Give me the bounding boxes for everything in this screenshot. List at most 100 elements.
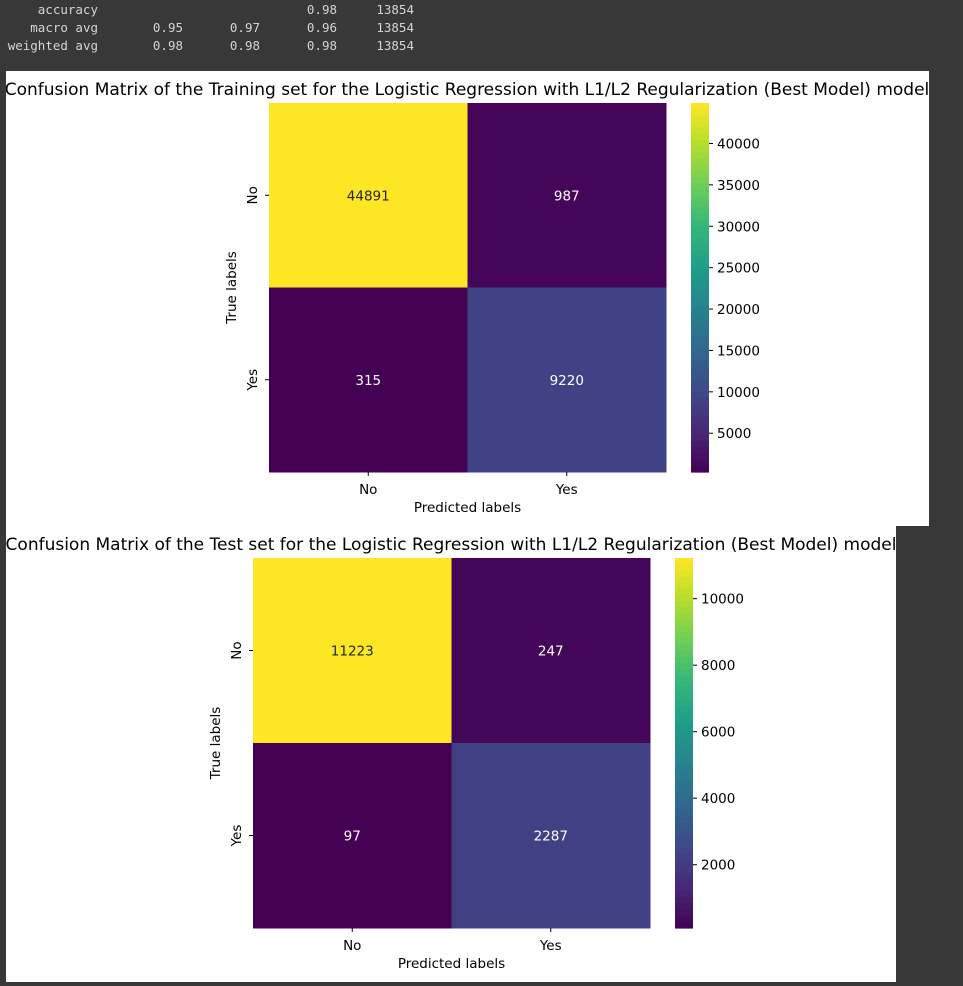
colorbar-segment	[691, 176, 709, 184]
colorbar-segment	[675, 755, 693, 763]
colorbar-segment	[691, 207, 709, 215]
report-support: 13854	[376, 38, 414, 53]
colorbar-segment	[691, 379, 709, 387]
colorbar-tick-label: 10000	[717, 385, 760, 401]
colorbar-segment	[691, 367, 709, 375]
colorbar-segment	[675, 699, 693, 707]
colorbar-segment	[675, 847, 693, 855]
report-precision: 0.95	[152, 20, 183, 35]
colorbar-segment	[675, 780, 693, 787]
heatmap-cell	[467, 287, 667, 473]
colorbar-segment	[675, 860, 693, 867]
colorbar-segment	[691, 195, 709, 202]
colorbar-segment	[675, 718, 693, 726]
report-recall: 0.98	[229, 38, 260, 53]
colorbar-segment	[675, 903, 693, 911]
colorbar-segment	[675, 872, 693, 880]
training-heatmap-chart: Confusion Matrix of the Training set for…	[5, 80, 930, 516]
colorbar-segment	[675, 891, 693, 898]
colorbar-segment	[675, 823, 693, 830]
cell-value-label: 247	[538, 644, 564, 660]
colorbar-segment	[675, 736, 693, 744]
colorbar-tick-label: 25000	[717, 261, 760, 277]
colorbar-segment	[691, 232, 709, 239]
colorbar-segment	[675, 582, 693, 590]
colorbar-segment	[691, 158, 709, 166]
heatmap-cell	[269, 287, 468, 473]
report-f1: 0.98	[306, 38, 337, 53]
colorbar-segment	[691, 287, 709, 295]
colorbar-segment	[675, 743, 693, 750]
colorbar-segment	[691, 465, 709, 473]
colorbar-segment	[691, 152, 709, 159]
colorbar-segment	[675, 681, 693, 689]
colorbar-segment	[691, 127, 709, 135]
colorbar-segment	[691, 398, 709, 405]
colorbar-segment	[675, 767, 693, 775]
x-tick-label: No	[359, 482, 377, 498]
colorbar-segment	[691, 312, 709, 319]
y-tick-label: No	[229, 641, 245, 659]
colorbar-segment	[675, 595, 693, 602]
colorbar-segment	[675, 588, 693, 596]
x-tick-label: No	[343, 938, 361, 954]
colorbar-segment	[691, 361, 709, 369]
colorbar-segment	[675, 638, 693, 645]
report-support: 13854	[376, 2, 414, 17]
heatmap-cell	[467, 103, 667, 288]
colorbar-segment	[675, 878, 693, 886]
report-label: accuracy	[37, 2, 98, 17]
heatmap-cell	[253, 558, 452, 744]
colorbar-segment	[675, 724, 693, 732]
colorbar-segment	[691, 244, 709, 252]
colorbar-segment	[691, 226, 709, 233]
colorbar-segment	[675, 749, 693, 756]
colorbar-segment	[691, 256, 709, 264]
colorbar-segment	[691, 146, 709, 153]
colorbar-segment	[675, 669, 693, 676]
colorbar-segment	[691, 164, 709, 172]
report-precision: 0.98	[152, 38, 183, 53]
colorbar-tick-label: 35000	[717, 178, 760, 194]
colorbar-segment	[691, 189, 709, 196]
colorbar-tick-label: 2000	[701, 858, 735, 874]
colorbar-segment	[691, 139, 709, 147]
colorbar-tick-label: 5000	[717, 426, 751, 442]
colorbar-segment	[675, 662, 693, 670]
colorbar-segment	[691, 342, 709, 350]
colorbar-segment	[691, 170, 709, 178]
colorbar-segment	[675, 921, 693, 929]
heatmap-cell	[451, 558, 651, 744]
colorbar-segment	[675, 576, 693, 584]
colorbar-segment	[675, 607, 693, 615]
colorbar-segment	[691, 428, 709, 436]
colorbar-segment	[675, 644, 693, 652]
colorbar-tick-label: 30000	[717, 219, 760, 235]
colorbar-segment	[675, 884, 693, 892]
x-tick-label: Yes	[539, 938, 562, 954]
colorbar-segment	[675, 761, 693, 769]
colorbar-segment	[691, 441, 709, 448]
colorbar-segment	[691, 201, 709, 209]
heatmap-cell	[253, 743, 452, 929]
colorbar-segment	[675, 786, 693, 793]
training-confusion-matrix-figure: Confusion Matrix of the Training set for…	[5, 71, 930, 526]
colorbar-segment	[691, 385, 709, 393]
colorbar-segment	[691, 281, 709, 289]
colorbar-segment	[691, 262, 709, 270]
report-f1: 0.96	[306, 20, 337, 35]
colorbar-segment	[675, 798, 693, 806]
colorbar-segment	[691, 447, 709, 455]
colorbar-segment	[675, 810, 693, 818]
colorbar-segment	[675, 841, 693, 849]
colorbar-segment	[675, 909, 693, 917]
colorbar-segment	[691, 336, 709, 344]
colorbar-segment	[691, 330, 709, 338]
x-axis-label: Predicted labels	[398, 956, 505, 972]
colorbar-segment	[675, 693, 693, 701]
colorbar-segment	[691, 182, 709, 190]
colorbar-segment	[675, 564, 693, 571]
colorbar-tick-label: 10000	[701, 592, 744, 608]
colorbar-segment	[691, 275, 709, 282]
heatmap-cell	[269, 103, 468, 288]
